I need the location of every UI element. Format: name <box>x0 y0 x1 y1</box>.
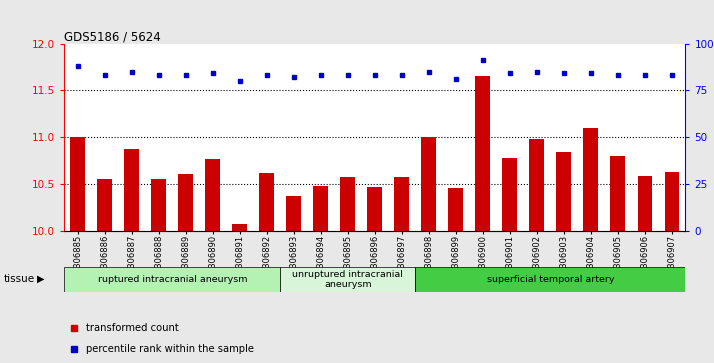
Bar <box>530 139 544 231</box>
Bar <box>313 185 328 231</box>
Bar <box>503 158 518 231</box>
Bar <box>368 187 382 231</box>
Bar <box>232 224 247 231</box>
Bar <box>206 159 220 231</box>
Bar <box>638 176 653 231</box>
Bar <box>97 179 112 231</box>
Bar <box>665 172 679 231</box>
Bar <box>583 128 598 231</box>
Bar <box>259 172 274 231</box>
Bar <box>64 267 281 292</box>
Bar <box>556 152 571 231</box>
Text: ruptured intracranial aneurysm: ruptured intracranial aneurysm <box>98 275 247 284</box>
Text: tissue: tissue <box>4 274 35 284</box>
Text: ▶: ▶ <box>37 274 45 284</box>
Bar <box>286 196 301 231</box>
Bar <box>71 137 85 231</box>
Bar <box>394 177 409 231</box>
Text: unruptured intracranial
aneurysm: unruptured intracranial aneurysm <box>293 270 403 289</box>
Bar <box>151 179 166 231</box>
Bar <box>416 267 685 292</box>
Bar <box>448 188 463 231</box>
Text: transformed count: transformed count <box>86 323 178 333</box>
Bar <box>421 137 436 231</box>
Text: superficial temporal artery: superficial temporal artery <box>487 275 614 284</box>
Bar <box>610 156 625 231</box>
Bar <box>124 149 139 231</box>
Bar <box>178 175 193 231</box>
Text: GDS5186 / 5624: GDS5186 / 5624 <box>64 30 161 44</box>
Bar <box>341 177 356 231</box>
Bar <box>476 76 491 231</box>
Bar <box>281 267 416 292</box>
Text: percentile rank within the sample: percentile rank within the sample <box>86 344 254 354</box>
